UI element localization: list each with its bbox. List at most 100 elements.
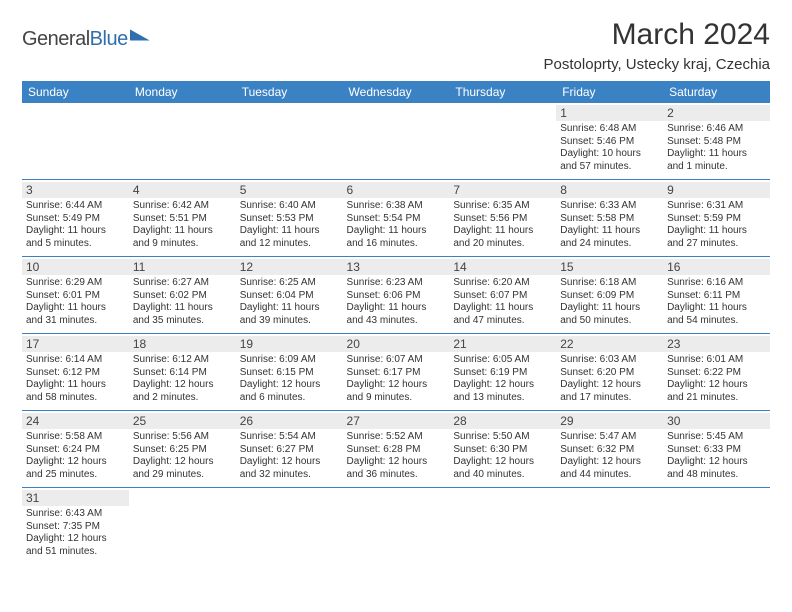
day-entry: Sunrise: 6:01 AMSunset: 6:22 PMDaylight:… <box>667 354 766 404</box>
sunrise-text: Sunrise: 6:43 AM <box>26 508 125 521</box>
calendar-day-cell: 18Sunrise: 6:12 AMSunset: 6:14 PMDayligh… <box>129 334 236 411</box>
calendar-day-cell: 8 Sunrise: 6:33 AMSunset: 5:58 PMDaylight… <box>556 180 663 257</box>
sunrise-text: Sunrise: 6:48 AM <box>560 123 659 136</box>
day-entry: Sunrise: 6:35 AMSunset: 5:56 PMDaylight:… <box>453 200 552 250</box>
sunrise-text: Sunrise: 6:23 AM <box>347 277 446 290</box>
calendar-day-cell: 23Sunrise: 6:01 AMSunset: 6:22 PMDayligh… <box>663 334 770 411</box>
sunrise-text: Sunrise: 6:31 AM <box>667 200 766 213</box>
day-entry: Sunrise: 6:29 AMSunset: 6:01 PMDaylight:… <box>26 277 125 327</box>
daylight-text: Daylight: 11 hours and 58 minutes. <box>26 379 125 404</box>
sunrise-text: Sunrise: 6:20 AM <box>453 277 552 290</box>
day-entry: Sunrise: 5:50 AMSunset: 6:30 PMDaylight:… <box>453 431 552 481</box>
day-number: 1 <box>556 105 663 121</box>
sunset-text: Sunset: 6:12 PM <box>26 367 125 380</box>
weekday-header: Wednesday <box>343 81 450 103</box>
calendar-day-cell: 5Sunrise: 6:40 AMSunset: 5:53 PMDaylight… <box>236 180 343 257</box>
sunrise-text: Sunrise: 5:56 AM <box>133 431 232 444</box>
day-number: 8 <box>556 182 663 198</box>
day-entry: Sunrise: 6:23 AMSunset: 6:06 PMDaylight:… <box>347 277 446 327</box>
calendar-day-cell: 6Sunrise: 6:38 AMSunset: 5:54 PMDaylight… <box>343 180 450 257</box>
calendar-day-cell: 13Sunrise: 6:23 AMSunset: 6:06 PMDayligh… <box>343 257 450 334</box>
day-entry: Sunrise: 5:56 AMSunset: 6:25 PMDaylight:… <box>133 431 232 481</box>
day-entry: Sunrise: 6:05 AMSunset: 6:19 PMDaylight:… <box>453 354 552 404</box>
weekday-header: Tuesday <box>236 81 343 103</box>
calendar-day-cell <box>236 103 343 180</box>
day-entry: Sunrise: 5:52 AMSunset: 6:28 PMDaylight:… <box>347 431 446 481</box>
calendar-day-cell <box>343 103 450 180</box>
sunset-text: Sunset: 6:33 PM <box>667 444 766 457</box>
daylight-text: Daylight: 12 hours and 17 minutes. <box>560 379 659 404</box>
day-number: 4 <box>129 182 236 198</box>
daylight-text: Daylight: 11 hours and 24 minutes. <box>560 225 659 250</box>
calendar-week-row: 17 Sunrise: 6:14 AMSunset: 6:12 PMDayligh… <box>22 334 770 411</box>
sunset-text: Sunset: 6:11 PM <box>667 290 766 303</box>
daylight-text: Daylight: 10 hours and 57 minutes. <box>560 148 659 173</box>
day-entry: Sunrise: 6:20 AMSunset: 6:07 PMDaylight:… <box>453 277 552 327</box>
day-number: 5 <box>236 182 343 198</box>
daylight-text: Daylight: 11 hours and 43 minutes. <box>347 302 446 327</box>
sunrise-text: Sunrise: 5:47 AM <box>560 431 659 444</box>
sunrise-text: Sunrise: 6:46 AM <box>667 123 766 136</box>
daylight-text: Daylight: 11 hours and 5 minutes. <box>26 225 125 250</box>
calendar-table: SundayMondayTuesdayWednesdayThursdayFrid… <box>22 81 770 564</box>
daylight-text: Daylight: 12 hours and 13 minutes. <box>453 379 552 404</box>
sunset-text: Sunset: 5:51 PM <box>133 213 232 226</box>
day-number: 30 <box>663 413 770 429</box>
day-number: 29 <box>556 413 663 429</box>
daylight-text: Daylight: 11 hours and 39 minutes. <box>240 302 339 327</box>
sunset-text: Sunset: 6:15 PM <box>240 367 339 380</box>
calendar-week-row: 1 Sunrise: 6:48 AMSunset: 5:46 PMDaylight… <box>22 103 770 180</box>
calendar-day-cell: 4 Sunrise: 6:42 AMSunset: 5:51 PMDaylight… <box>129 180 236 257</box>
day-number: 10 <box>22 259 129 275</box>
day-entry: Sunrise: 6:31 AMSunset: 5:59 PMDaylight:… <box>667 200 766 250</box>
day-number: 27 <box>343 413 450 429</box>
day-number: 12 <box>236 259 343 275</box>
sunset-text: Sunset: 6:07 PM <box>453 290 552 303</box>
sunrise-text: Sunrise: 5:50 AM <box>453 431 552 444</box>
sunset-text: Sunset: 5:54 PM <box>347 213 446 226</box>
day-number: 18 <box>129 336 236 352</box>
page-header: GeneralBlue March 2024 Postoloprty, Uste… <box>22 18 770 75</box>
sunset-text: Sunset: 6:22 PM <box>667 367 766 380</box>
calendar-day-cell: 20Sunrise: 6:07 AMSunset: 6:17 PMDayligh… <box>343 334 450 411</box>
day-number: 14 <box>449 259 556 275</box>
sunset-text: Sunset: 6:25 PM <box>133 444 232 457</box>
day-entry: Sunrise: 6:42 AMSunset: 5:51 PMDaylight:… <box>133 200 232 250</box>
daylight-text: Daylight: 11 hours and 47 minutes. <box>453 302 552 327</box>
sunrise-text: Sunrise: 6:40 AM <box>240 200 339 213</box>
daylight-text: Daylight: 11 hours and 16 minutes. <box>347 225 446 250</box>
day-number: 22 <box>556 336 663 352</box>
sunrise-text: Sunrise: 5:58 AM <box>26 431 125 444</box>
location-text: Postoloprty, Ustecky kraj, Czechia <box>544 56 770 73</box>
sunrise-text: Sunrise: 6:16 AM <box>667 277 766 290</box>
daylight-text: Daylight: 12 hours and 29 minutes. <box>133 456 232 481</box>
calendar-week-row: 3Sunrise: 6:44 AMSunset: 5:49 PMDaylight… <box>22 180 770 257</box>
daylight-text: Daylight: 11 hours and 12 minutes. <box>240 225 339 250</box>
calendar-day-cell: 12Sunrise: 6:25 AMSunset: 6:04 PMDayligh… <box>236 257 343 334</box>
day-entry: Sunrise: 6:33 AMSunset: 5:58 PMDaylight:… <box>560 200 659 250</box>
sunset-text: Sunset: 5:59 PM <box>667 213 766 226</box>
daylight-text: Daylight: 11 hours and 27 minutes. <box>667 225 766 250</box>
sunset-text: Sunset: 6:30 PM <box>453 444 552 457</box>
weekday-header: Thursday <box>449 81 556 103</box>
sunset-text: Sunset: 5:46 PM <box>560 136 659 149</box>
sunset-text: Sunset: 5:56 PM <box>453 213 552 226</box>
day-entry: Sunrise: 6:16 AMSunset: 6:11 PMDaylight:… <box>667 277 766 327</box>
sunrise-text: Sunrise: 6:38 AM <box>347 200 446 213</box>
calendar-week-row: 10 Sunrise: 6:29 AMSunset: 6:01 PMDayligh… <box>22 257 770 334</box>
day-number: 17 <box>22 336 129 352</box>
calendar-day-cell: 22Sunrise: 6:03 AMSunset: 6:20 PMDayligh… <box>556 334 663 411</box>
daylight-text: Daylight: 11 hours and 20 minutes. <box>453 225 552 250</box>
daylight-text: Daylight: 11 hours and 35 minutes. <box>133 302 232 327</box>
day-entry: Sunrise: 6:14 AMSunset: 6:12 PMDaylight:… <box>26 354 125 404</box>
sunrise-text: Sunrise: 6:09 AM <box>240 354 339 367</box>
calendar-day-cell: 11Sunrise: 6:27 AMSunset: 6:02 PMDayligh… <box>129 257 236 334</box>
weekday-header-row: SundayMondayTuesdayWednesdayThursdayFrid… <box>22 81 770 103</box>
daylight-text: Daylight: 12 hours and 48 minutes. <box>667 456 766 481</box>
day-number: 26 <box>236 413 343 429</box>
sunrise-text: Sunrise: 6:44 AM <box>26 200 125 213</box>
calendar-day-cell: 17 Sunrise: 6:14 AMSunset: 6:12 PMDayligh… <box>22 334 129 411</box>
calendar-day-cell: 25Sunrise: 5:56 AMSunset: 6:25 PMDayligh… <box>129 411 236 488</box>
day-number: 16 <box>663 259 770 275</box>
day-number: 15 <box>556 259 663 275</box>
